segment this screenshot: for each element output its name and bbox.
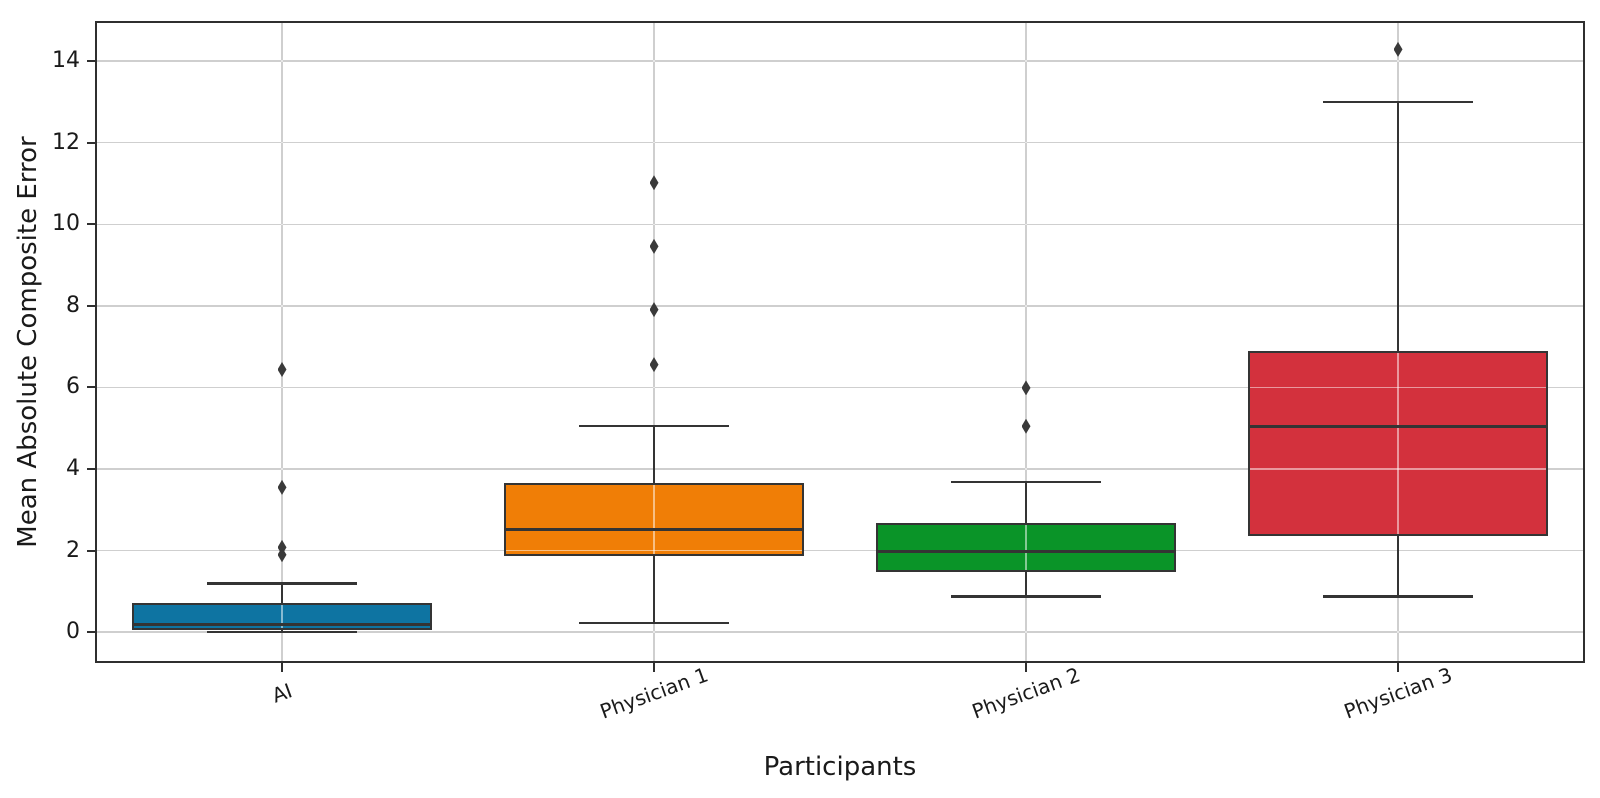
lower-whisker-physician-2 (1024, 572, 1028, 597)
v-gridline-overlay (1025, 22, 1027, 662)
outlier-marker-physician-2 (1021, 380, 1031, 396)
v-gridline-overlay (281, 22, 283, 662)
lower-whisker-physician-1 (652, 555, 656, 623)
lower-cap-physician-2 (951, 595, 1101, 598)
upper-whisker-physician-1 (652, 426, 656, 483)
y-tick-label: 4 (66, 456, 80, 482)
h-gridline-overlay (96, 60, 1584, 62)
upper-cap-ai (207, 582, 357, 585)
y-tick-mark (87, 549, 96, 552)
h-gridline-overlay (96, 305, 1584, 307)
upper-cap-physician-1 (579, 424, 729, 428)
outlier-marker-ai (277, 539, 287, 555)
y-tick-label: 2 (66, 537, 80, 563)
upper-whisker-physician-2 (1024, 482, 1028, 523)
outlier-marker-physician-1 (649, 302, 659, 318)
median-line-physician-3 (1248, 424, 1548, 428)
y-tick-mark (87, 60, 96, 63)
y-axis-label: Mean Absolute Composite Error (13, 136, 43, 548)
outlier-marker-ai (277, 479, 287, 495)
median-line-physician-2 (876, 550, 1176, 554)
outlier-marker-physician-1 (649, 357, 659, 373)
lower-cap-ai (207, 630, 357, 634)
y-tick-mark (87, 468, 96, 471)
x-tick-mark (1025, 663, 1027, 672)
lower-whisker-physician-3 (1396, 535, 1400, 597)
h-gridline-overlay (96, 141, 1584, 144)
outlier-marker-physician-1 (649, 175, 659, 191)
median-line-ai (132, 622, 432, 626)
y-tick-label: 14 (52, 48, 80, 74)
box-edge-physician-1 (504, 482, 804, 556)
h-gridline-overlay (96, 631, 1584, 633)
box-edge-physician-2 (876, 522, 1176, 573)
outlier-marker-physician-3 (1393, 41, 1403, 57)
h-gridline-overlay (96, 223, 1584, 226)
y-tick-label: 6 (66, 374, 80, 400)
x-tick-mark (653, 663, 655, 672)
upper-cap-physician-3 (1323, 100, 1473, 104)
y-tick-mark (87, 141, 96, 144)
y-tick-mark (87, 304, 96, 307)
y-tick-mark (87, 631, 96, 634)
lower-cap-physician-3 (1323, 595, 1473, 598)
box-edge-ai (132, 602, 432, 631)
x-axis-label: Participants (763, 752, 917, 782)
v-gridline-overlay (653, 22, 655, 662)
h-gridline-overlay (96, 468, 1584, 470)
outlier-marker-ai (277, 362, 287, 378)
box-edge-physician-3 (1248, 351, 1548, 536)
median-line-physician-1 (504, 527, 804, 531)
y-tick-label: 8 (66, 292, 80, 318)
lower-cap-physician-1 (579, 621, 729, 625)
upper-cap-physician-2 (951, 480, 1101, 484)
x-tick-mark (281, 663, 283, 672)
outlier-marker-physician-1 (649, 238, 659, 254)
y-tick-mark (87, 223, 96, 226)
upper-whisker-ai (280, 583, 284, 603)
y-tick-mark (87, 386, 96, 389)
h-gridline-overlay (96, 386, 1584, 389)
y-tick-label: 12 (52, 129, 80, 155)
upper-whisker-physician-3 (1396, 101, 1400, 352)
y-tick-label: 10 (52, 211, 80, 237)
y-tick-label: 0 (66, 619, 80, 645)
x-tick-label-ai: AI (268, 678, 296, 708)
x-tick-mark (1397, 663, 1399, 672)
outlier-marker-physician-2 (1021, 418, 1031, 434)
h-gridline-overlay (96, 549, 1584, 552)
